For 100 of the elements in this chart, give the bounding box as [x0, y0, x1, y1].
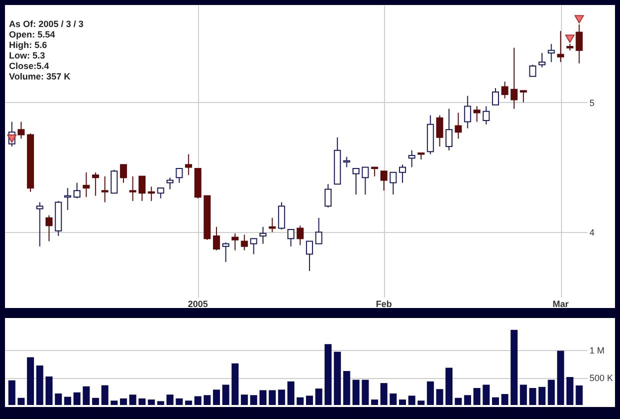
candlestick: [557, 30, 564, 63]
candlestick: [548, 43, 555, 63]
bar: [408, 396, 416, 405]
bar: [529, 388, 536, 405]
candlestick: [510, 47, 518, 110]
bar: [268, 390, 276, 405]
candlestick: [268, 217, 276, 233]
candlestick: [362, 166, 369, 195]
candlestick: [306, 240, 313, 272]
candlestick: [380, 170, 388, 192]
candlestick: [352, 168, 360, 195]
bar: [343, 371, 350, 405]
bar: [250, 395, 258, 405]
bar: [176, 398, 183, 405]
candlestick: [222, 242, 230, 262]
candlestick: [576, 24, 583, 64]
candlestick: [446, 108, 452, 151]
bar: [148, 400, 155, 405]
y-tick-label: 5: [590, 98, 595, 108]
bar: [278, 390, 286, 405]
candlestick: [529, 64, 536, 77]
candlestick: [464, 95, 472, 129]
candlestick: [315, 217, 322, 244]
bar: [418, 400, 425, 405]
bar: [82, 386, 90, 405]
bar: [464, 395, 472, 405]
candlestick: [492, 88, 499, 106]
candlestick: [436, 114, 444, 147]
candlestick: [501, 81, 508, 99]
bar: [204, 395, 211, 405]
candlestick: [324, 184, 332, 208]
bar: [520, 384, 527, 405]
candlestick: [473, 106, 480, 122]
candlestick: [129, 176, 136, 202]
bar: [334, 352, 341, 405]
bar: [46, 376, 53, 405]
candlestick: [82, 172, 90, 198]
bar: [26, 357, 34, 405]
candlestick: [240, 234, 248, 251]
bar: [73, 392, 80, 405]
bar: [557, 350, 564, 405]
candlestick: [390, 172, 397, 195]
candlestick: [212, 226, 220, 251]
bar: [287, 381, 294, 405]
bar: [362, 380, 369, 405]
x-tick-label: Mar: [552, 299, 570, 309]
candlestick: [296, 225, 304, 246]
bar: [129, 394, 136, 405]
bar: [446, 368, 452, 405]
x-tick-label: 2005: [188, 299, 208, 309]
candlestick: [176, 168, 183, 184]
candlestick: [92, 172, 100, 196]
candlestick: [278, 202, 286, 230]
bar: [436, 389, 444, 405]
bar: [352, 380, 360, 405]
annotation: Low: 5.3: [9, 50, 46, 60]
bar: [138, 398, 146, 405]
candlestick: [138, 176, 146, 202]
candlestick: [454, 112, 462, 140]
bar: [110, 400, 118, 405]
bar: [259, 390, 266, 405]
candlestick: [232, 232, 239, 251]
bar: [482, 384, 490, 405]
bar: [185, 400, 192, 405]
candlestick: [398, 164, 406, 184]
bar: [510, 330, 518, 405]
candlestick: [408, 150, 416, 168]
candlestick: [148, 186, 155, 202]
x-tick-label: Feb: [376, 299, 392, 309]
bar: [222, 384, 230, 405]
y-tick-label: 1 M: [590, 346, 605, 356]
candlestick: [46, 214, 53, 242]
candlestick: [120, 164, 127, 184]
candlestick: [371, 166, 378, 177]
bar: [566, 377, 574, 405]
candlestick: [36, 202, 44, 247]
candlestick: [520, 90, 527, 103]
bar: [64, 396, 72, 405]
bar: [166, 394, 174, 405]
candlestick: [157, 187, 164, 199]
bar: [548, 380, 555, 405]
candlestick: [287, 229, 294, 247]
bar: [426, 381, 434, 405]
bar: [232, 363, 239, 405]
candlestick: [18, 121, 25, 140]
bar: [54, 393, 62, 405]
annotation: As Of: 2005 / 3 / 3: [9, 19, 84, 29]
candlestick: [73, 182, 80, 199]
annotation: Open: 5.54: [9, 30, 56, 40]
point: [565, 34, 575, 43]
candlestick: [101, 176, 108, 203]
bar: [212, 390, 220, 405]
bar: [371, 400, 378, 405]
bar: [8, 380, 16, 405]
candlestick: [343, 156, 350, 168]
point: [574, 15, 584, 24]
bar: [390, 393, 397, 405]
bar: [101, 385, 108, 405]
candlestick: [538, 52, 546, 68]
candlestick: [110, 169, 118, 194]
